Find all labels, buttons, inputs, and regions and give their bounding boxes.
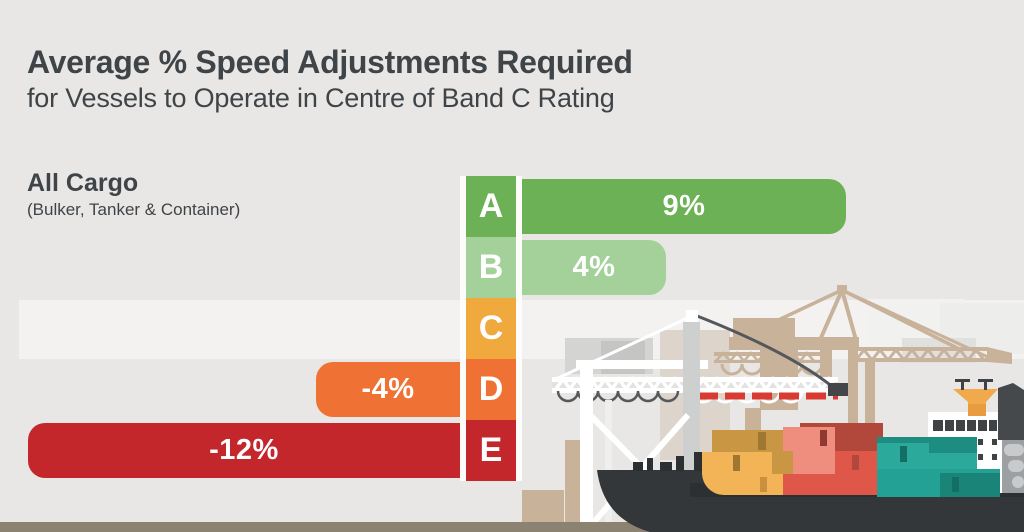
bar-d: -4% xyxy=(316,362,460,417)
category-label: All Cargo xyxy=(27,169,139,197)
bar-value-d: -4% xyxy=(361,373,415,405)
bar-value-b: 4% xyxy=(572,251,616,283)
label-column-divider xyxy=(516,237,522,298)
quay-edge xyxy=(0,522,1024,532)
band-label-c: C xyxy=(466,298,516,359)
band-label-e: E xyxy=(466,420,516,481)
label-column-divider xyxy=(516,176,522,237)
label-column-divider xyxy=(460,237,466,298)
band-label-d: D xyxy=(466,359,516,420)
page-subtitle: for Vessels to Operate in Centre of Band… xyxy=(27,83,615,113)
band-label-b: B xyxy=(466,237,516,298)
label-column-divider xyxy=(460,359,466,420)
containers-teal xyxy=(877,437,1000,497)
container-ship-icon xyxy=(597,379,1024,532)
category-block: All Cargo (Bulker, Tanker & Container) xyxy=(27,170,240,220)
bar-e: -12% xyxy=(28,423,460,478)
label-column-divider xyxy=(516,420,522,481)
bar-a: 9% xyxy=(522,179,846,234)
bar-value-a: 9% xyxy=(662,190,706,222)
bar-b: 4% xyxy=(522,240,666,295)
label-column-divider xyxy=(460,298,466,359)
label-column-divider xyxy=(460,420,466,481)
tan-gantry-crane-icon xyxy=(522,285,1012,522)
funnel-icon xyxy=(953,389,998,416)
category-sublabel: (Bulker, Tanker & Container) xyxy=(27,200,241,220)
band-label-a: A xyxy=(466,176,516,237)
label-column-divider xyxy=(460,176,466,237)
mast-icons xyxy=(955,379,993,390)
header: Average % Speed Adjustments Required for… xyxy=(27,46,633,112)
label-column-divider xyxy=(516,298,522,359)
label-column-divider xyxy=(516,359,522,420)
page-title: Average % Speed Adjustments Required xyxy=(27,44,633,80)
bar-value-e: -12% xyxy=(209,434,279,466)
containers-red xyxy=(783,423,883,495)
